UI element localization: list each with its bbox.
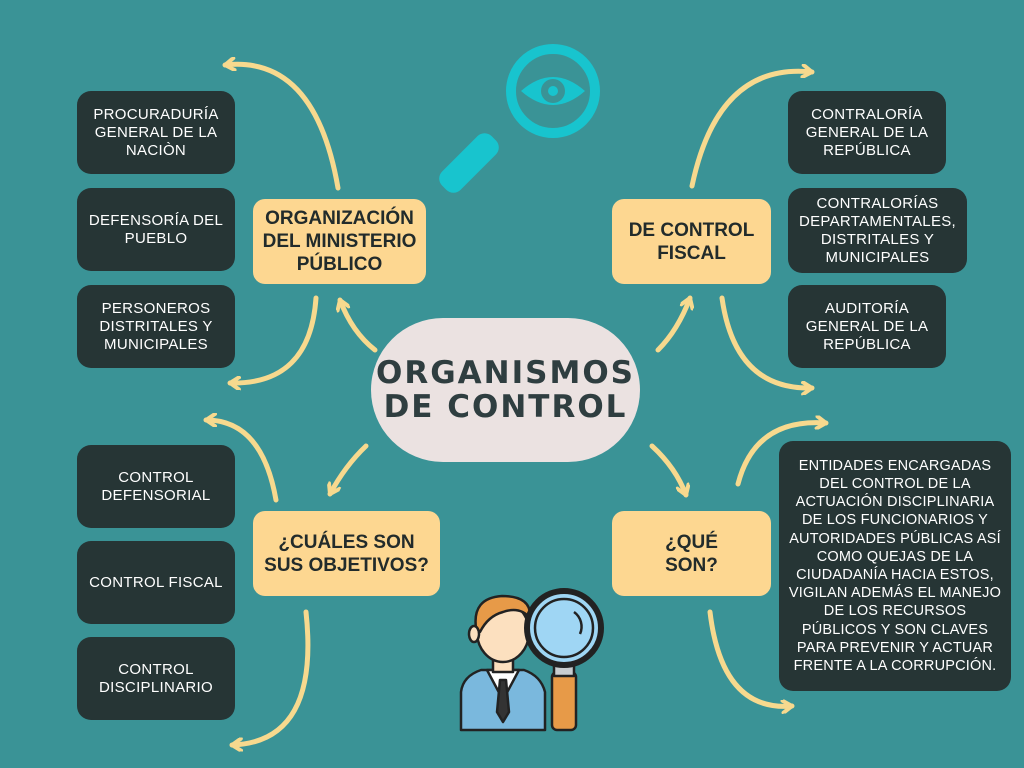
item-control-defensorial: CONTROL DEFENSORIAL xyxy=(77,445,235,528)
arrow-objetivos-down xyxy=(229,609,311,745)
central-topic: ORGANISMOS DE CONTROL xyxy=(371,318,640,462)
arrow-fiscal-down xyxy=(719,295,815,388)
branch-objetivos: ¿CUÁLES SON SUS OBJETIVOS? xyxy=(253,511,440,596)
item-control-fiscal: CONTROL FISCAL xyxy=(77,541,235,624)
branch-que-son: ¿QUÉ SON? xyxy=(612,511,771,596)
item-contraloria-general: CONTRALORÍA GENERAL DE LA REPÚBLICA xyxy=(788,91,946,174)
inspector-person-icon xyxy=(459,588,604,732)
arrow-center-to-fiscal xyxy=(655,295,690,353)
item-contralorias-territoriales: CONTRALORÍAS DEPARTAMENTALES, DISTRITALE… xyxy=(788,188,967,273)
arrow-center-to-objetivos xyxy=(330,443,369,497)
item-personeros: PERSONEROS DISTRITALES Y MUNICIPALES xyxy=(77,285,235,368)
branch-ministerio-publico: ORGANIZACIÓN DEL MINISTERIO PÚBLICO xyxy=(253,199,426,284)
arrow-queson-down xyxy=(707,609,795,706)
arrow-center-to-ministerio xyxy=(340,297,378,353)
item-procuraduria: PROCURADURÍA GENERAL DE LA NACIÒN xyxy=(77,91,235,174)
arrow-center-to-queson xyxy=(649,443,686,498)
definicion-text: ENTIDADES ENCARGADAS DEL CONTROL DE LA A… xyxy=(779,441,1011,691)
item-control-disciplinario: CONTROL DISCIPLINARIO xyxy=(77,637,235,720)
branch-control-fiscal: DE CONTROL FISCAL xyxy=(612,199,771,284)
arrow-ministerio-up xyxy=(222,64,341,191)
item-auditoria-general: AUDITORÍA GENERAL DE LA REPÚBLICA xyxy=(788,285,946,368)
arrow-queson-up xyxy=(735,423,829,487)
magnifier-eye-icon xyxy=(439,44,600,193)
item-defensoria: DEFENSORÍA DEL PUEBLO xyxy=(77,188,235,271)
arrow-fiscal-up xyxy=(689,71,815,189)
arrow-objetivos-up xyxy=(203,420,279,503)
arrow-ministerio-down xyxy=(227,295,319,383)
